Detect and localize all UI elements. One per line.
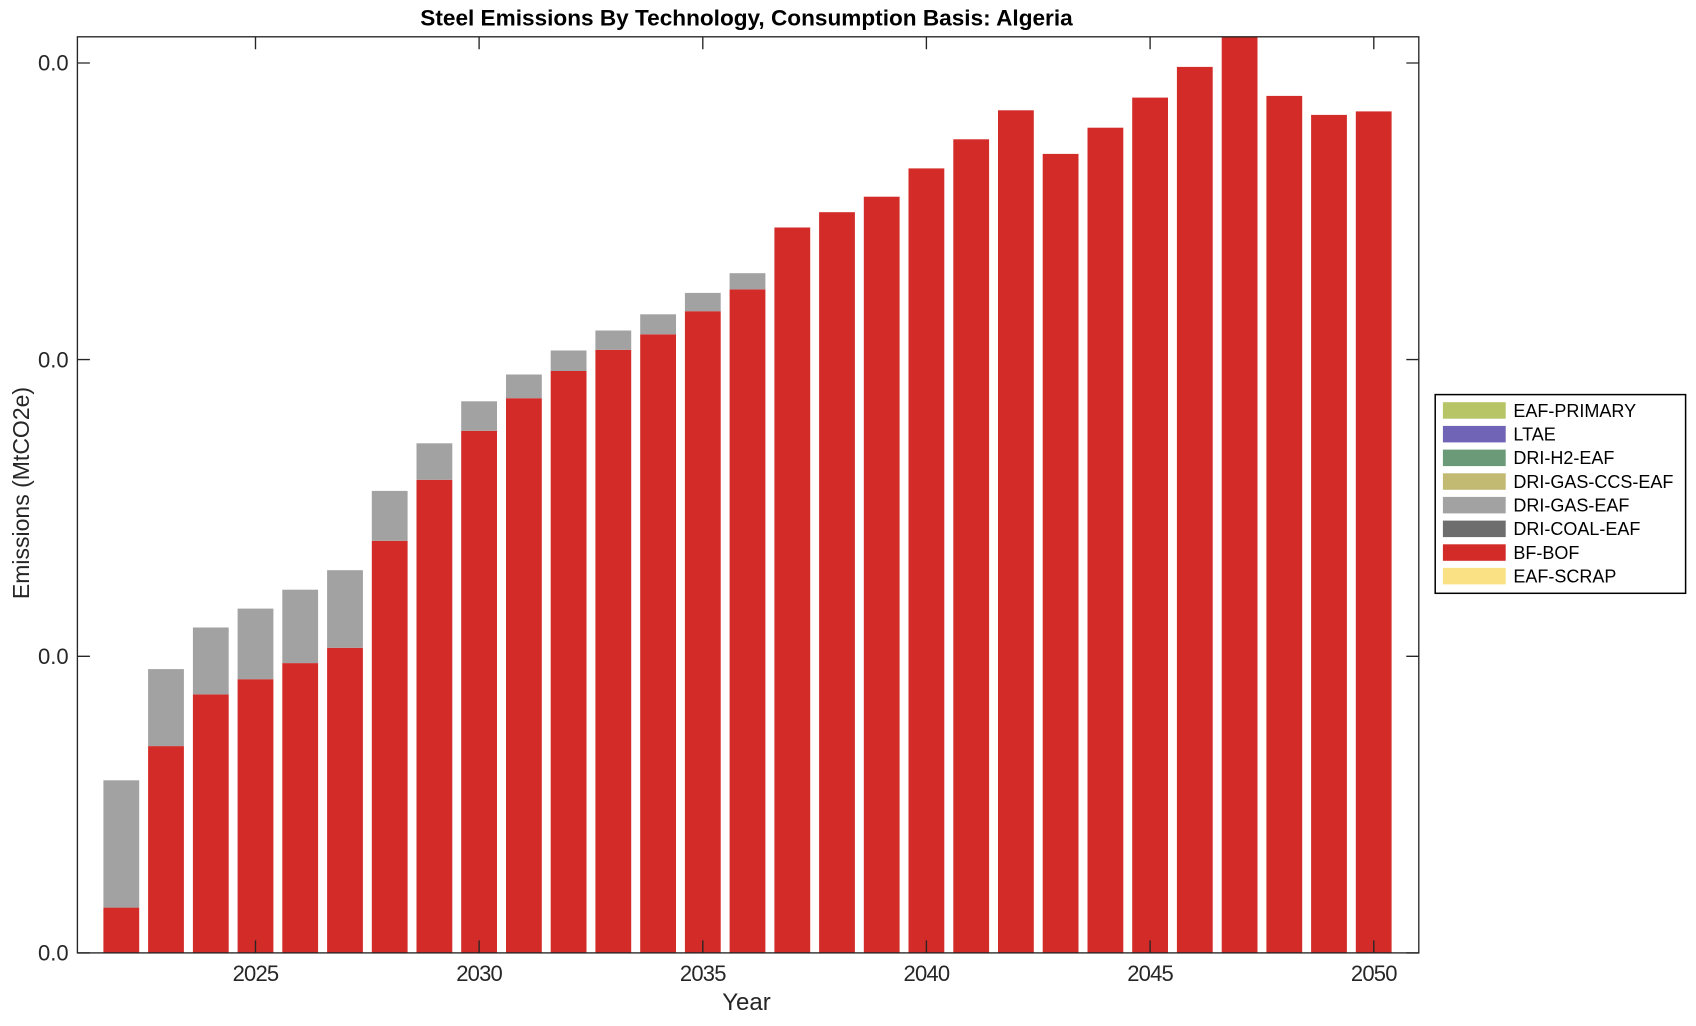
svg-text:2050: 2050 [1351,961,1397,986]
svg-text:Steel Emissions By Technology,: Steel Emissions By Technology, Consumpti… [420,6,1073,31]
svg-text:LTAE: LTAE [1513,425,1555,445]
svg-text:EAF-PRIMARY: EAF-PRIMARY [1513,401,1636,421]
svg-text:BF-BOF: BF-BOF [1513,543,1579,563]
svg-text:2045: 2045 [1127,961,1173,986]
svg-text:2030: 2030 [456,961,502,986]
svg-text:2040: 2040 [904,961,950,986]
svg-text:EAF-SCRAP: EAF-SCRAP [1513,567,1616,587]
svg-text:Emissions (MtCO2e): Emissions (MtCO2e) [8,387,34,599]
svg-text:DRI-GAS-EAF: DRI-GAS-EAF [1513,496,1629,516]
svg-text:2025: 2025 [233,961,279,986]
svg-text:0.0: 0.0 [38,941,69,966]
svg-text:0.0: 0.0 [38,347,69,372]
svg-text:0.0: 0.0 [38,51,69,76]
svg-text:0.0: 0.0 [38,644,69,669]
svg-text:DRI-H2-EAF: DRI-H2-EAF [1513,448,1614,468]
svg-text:DRI-COAL-EAF: DRI-COAL-EAF [1513,519,1640,539]
svg-text:2035: 2035 [680,961,726,986]
svg-text:DRI-GAS-CCS-EAF: DRI-GAS-CCS-EAF [1513,472,1673,492]
svg-text:Year: Year [722,989,771,1016]
